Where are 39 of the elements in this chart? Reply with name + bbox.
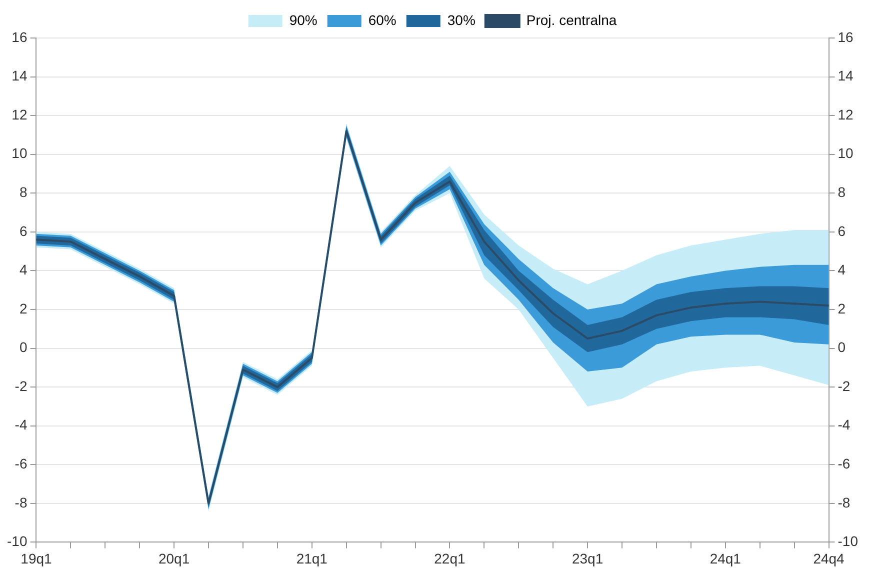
y-tick-label: 0	[19, 339, 28, 356]
y2-tick-label: 8	[838, 184, 846, 200]
y2-tick-label: 14	[838, 68, 854, 84]
x-tick-label: 22q1	[434, 550, 466, 566]
y-tick-label: 6	[19, 222, 28, 239]
y-tick-label: 14	[12, 68, 28, 84]
y-tick-label: 2	[19, 300, 28, 316]
y-tick-label: -6	[14, 455, 28, 472]
y2-tick-label: 10	[838, 145, 854, 162]
y2-tick-label: -2	[838, 378, 850, 394]
y2-tick-label: -10	[838, 533, 858, 550]
y-tick-label: 16	[12, 28, 28, 45]
x-tick-label: 23q1	[572, 550, 604, 566]
y-tick-label: 4	[19, 262, 28, 278]
x-tick-label: 24q1	[710, 550, 742, 566]
y-tick-label: -4	[14, 416, 28, 433]
y2-tick-label: -6	[838, 455, 850, 472]
y2-tick-label: 6	[838, 222, 846, 239]
y2-tick-label: 2	[838, 300, 846, 316]
y-tick-label: 10	[12, 145, 28, 162]
y2-tick-label: -4	[838, 416, 850, 433]
legend-label: Proj. centralna	[526, 12, 617, 28]
y-tick-label: 8	[19, 184, 28, 200]
y2-tick-label: 4	[838, 262, 846, 278]
x-tick-label: 20q1	[158, 550, 190, 566]
x-tick-label: 21q1	[296, 550, 328, 566]
legend-label: 90%	[289, 12, 318, 28]
legend-label: 30%	[447, 12, 476, 28]
y-tick-label: 12	[12, 106, 28, 122]
y2-tick-label: 16	[838, 28, 854, 45]
y-tick-label: -2	[14, 378, 28, 394]
y2-tick-label: -8	[838, 494, 850, 510]
legend-label: 60%	[368, 12, 396, 28]
y-tick-label: -8	[14, 494, 28, 510]
y2-tick-label: 0	[838, 339, 846, 356]
y-tick-label: -10	[7, 533, 28, 550]
x-tick-label: 19q1	[20, 550, 52, 566]
y2-tick-label: 12	[838, 106, 854, 122]
x-tick-label: 24q4	[813, 550, 845, 566]
